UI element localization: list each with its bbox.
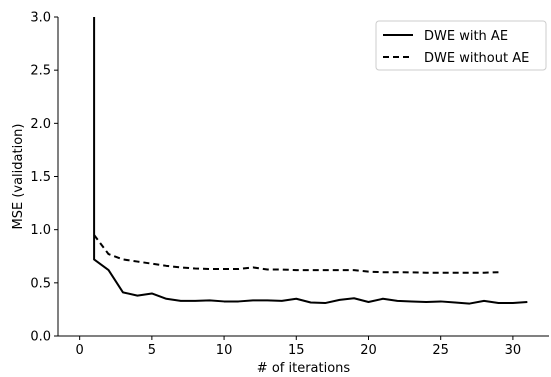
series-line-dwe-with-ae [93,17,528,305]
x-axis-ticks: 0 5 10 15 20 25 30 [76,336,522,358]
legend-label-dwe-with-ae: DWE with AE [424,29,508,44]
y-tick-label: 0.0 [30,330,51,345]
x-tick-label: 15 [288,343,305,358]
y-tick-label: 2.0 [30,117,51,132]
y-axis-ticks: 0.0 0.5 1.0 1.5 2.0 2.5 3.0 [30,11,58,345]
x-tick-label: 25 [432,343,449,358]
series-line-dwe-without-ae [93,234,499,274]
x-tick-label: 10 [216,343,233,358]
y-tick-label: 1.0 [30,223,51,238]
x-tick-label: 5 [148,343,156,358]
x-tick-label: 20 [360,343,377,358]
x-axis-label: # of iterations [257,361,351,376]
series-layer [93,17,528,305]
y-tick-label: 3.0 [30,11,51,26]
y-tick-label: 2.5 [30,64,51,79]
legend-label-dwe-without-ae: DWE without AE [424,51,529,66]
y-tick-label: 0.5 [30,276,51,291]
y-axis-label: MSE (validation) [11,124,26,230]
x-tick-label: 30 [505,343,522,358]
legend-box [375,20,547,71]
y-tick-label: 1.5 [30,170,51,185]
legend: DWE with AE DWE without AE [375,20,547,71]
x-tick-label: 0 [76,343,84,358]
